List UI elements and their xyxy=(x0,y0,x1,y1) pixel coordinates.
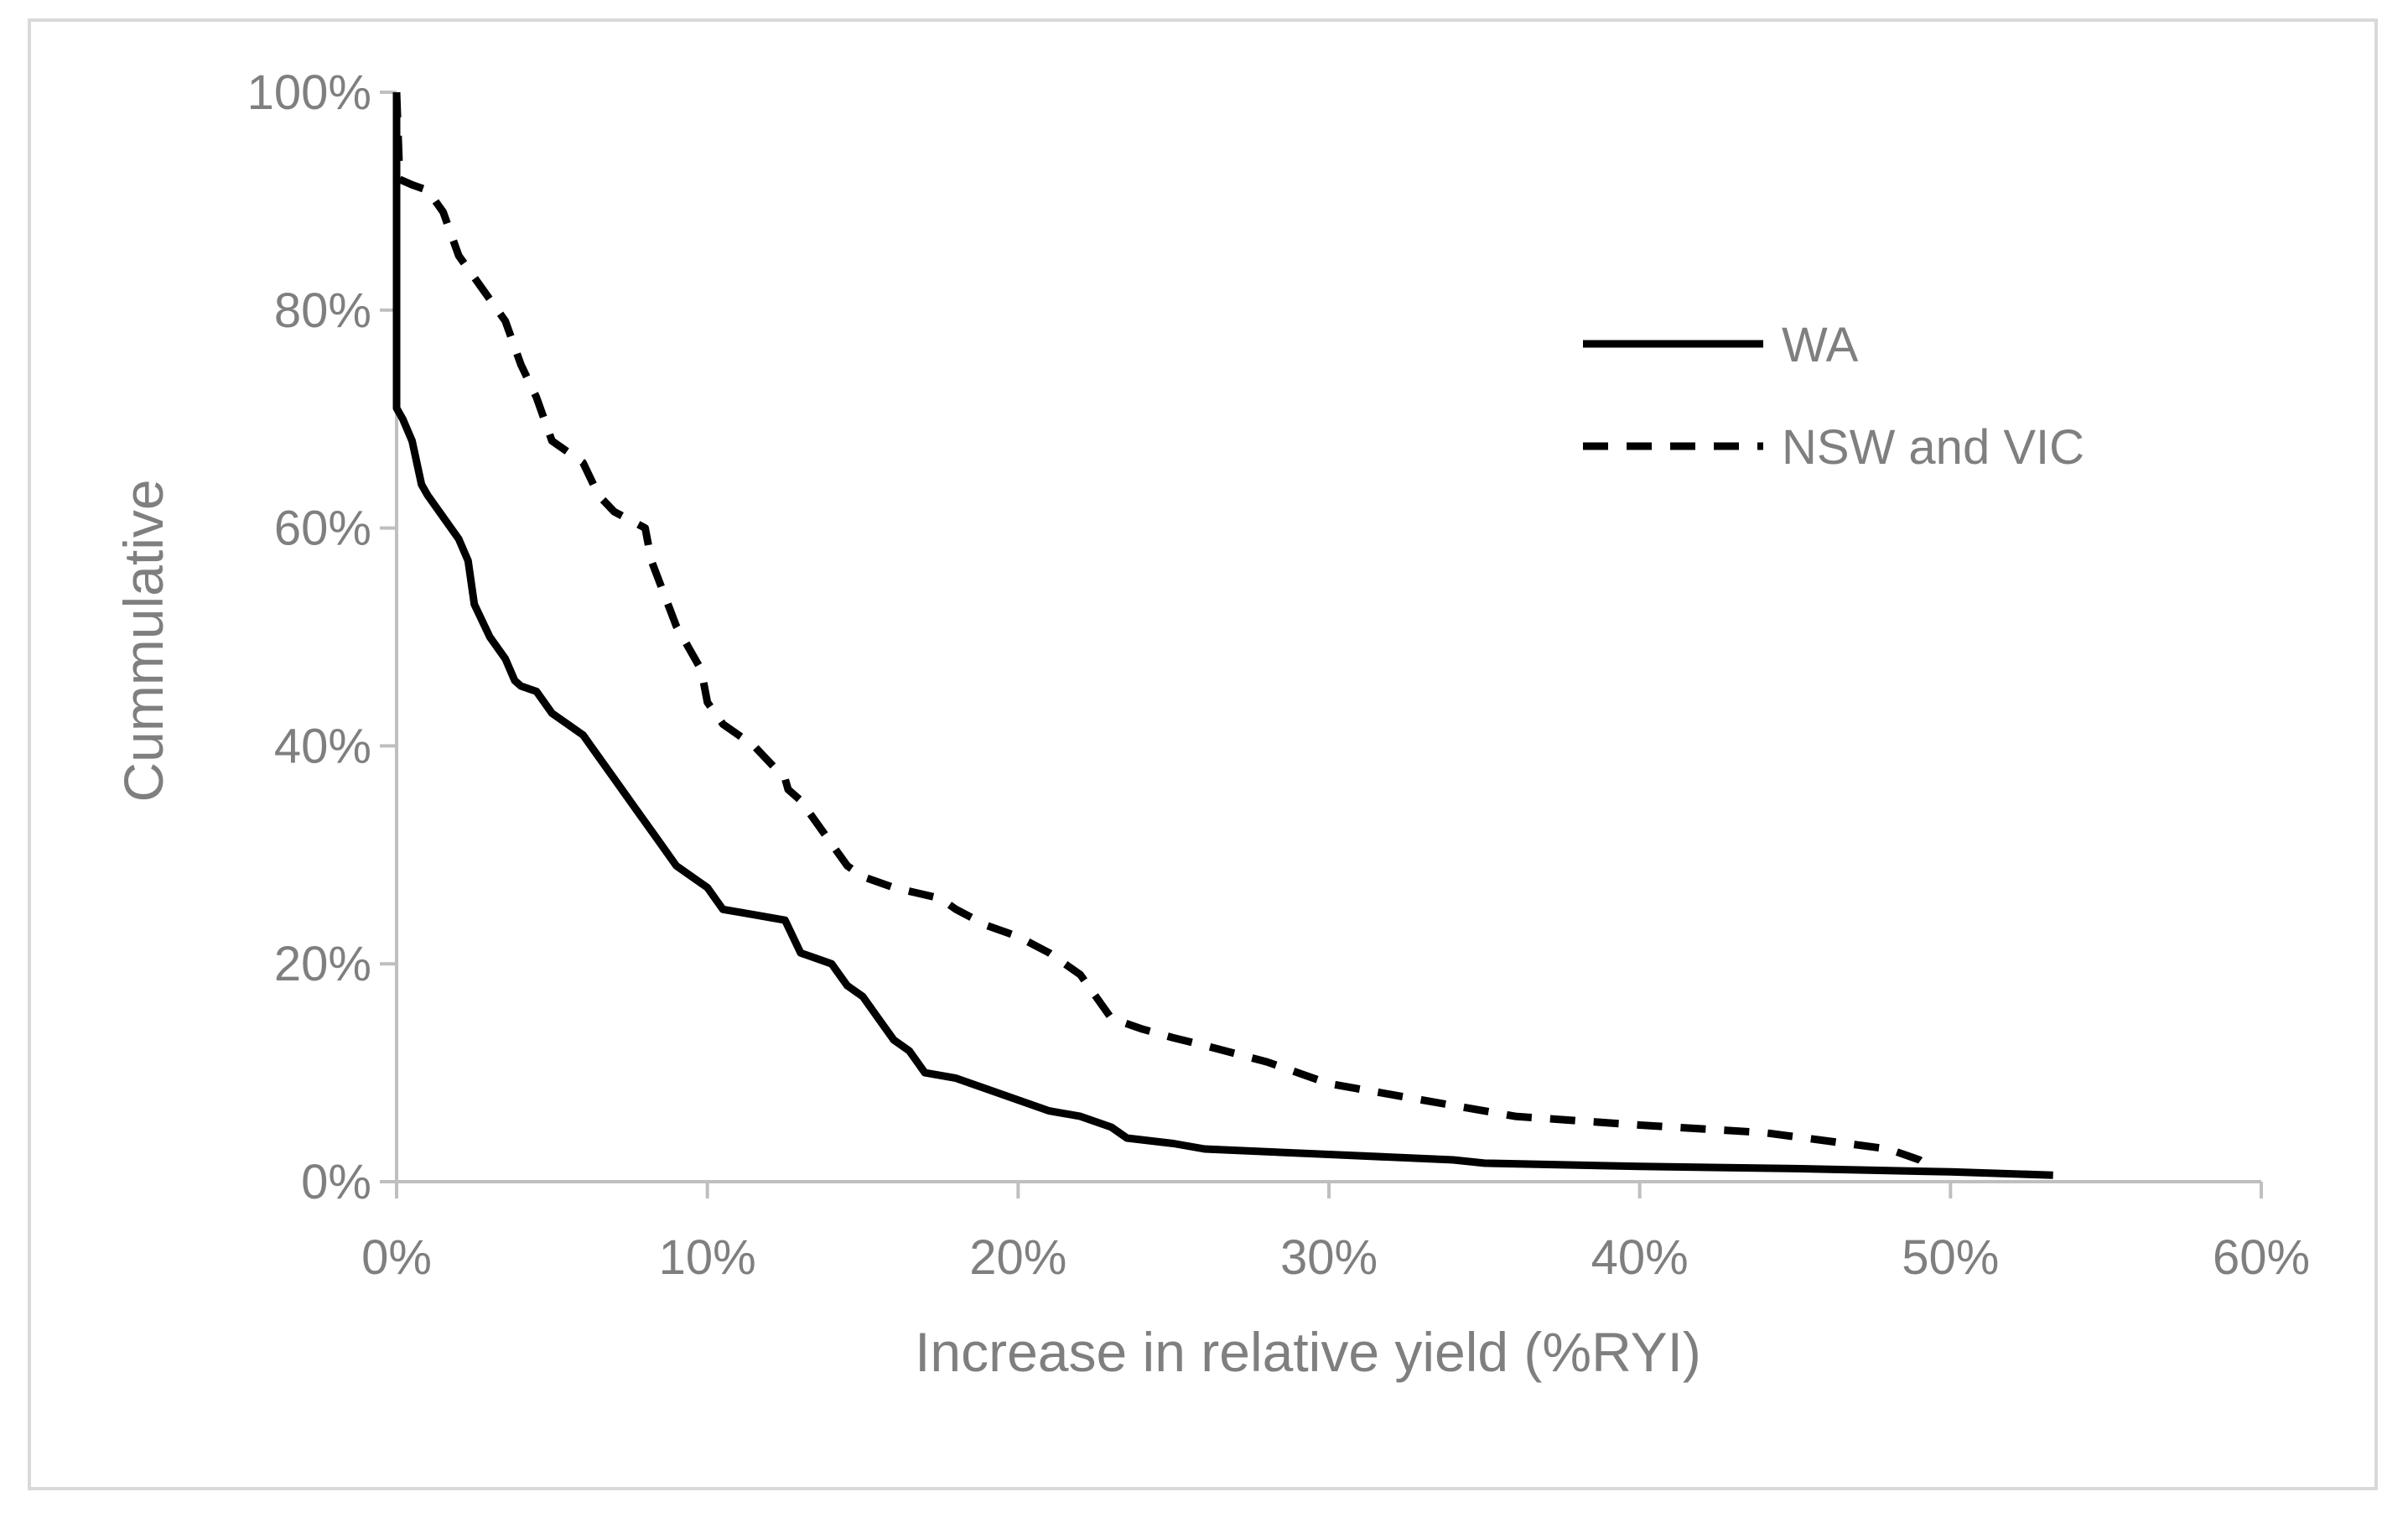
series-line-nsw-and-vic xyxy=(392,91,1938,1174)
y-tick-label: 20% xyxy=(274,937,371,991)
y-tick-label: 40% xyxy=(274,719,371,773)
legend-label-nsw-and-vic: NSW and VIC xyxy=(1782,420,2084,475)
x-tick-label: 20% xyxy=(969,1230,1066,1285)
series-line-wa xyxy=(392,92,2053,1179)
series-layer xyxy=(392,91,2053,1179)
y-axis-title: Cummulative xyxy=(112,479,174,802)
x-tick-label: 10% xyxy=(659,1230,756,1285)
x-tick-label: 0% xyxy=(361,1230,432,1285)
x-tick-label: 30% xyxy=(1280,1230,1378,1285)
y-tick-label: 0% xyxy=(301,1155,371,1209)
x-tick-label: 40% xyxy=(1591,1230,1689,1285)
x-tick-label: 50% xyxy=(1902,1230,1999,1285)
y-tick-label: 100% xyxy=(247,65,371,120)
axes xyxy=(380,91,2263,1198)
y-tick-labels: 0% 20% 40% 60% 80% 100% xyxy=(247,65,371,1209)
x-tick-labels: 0% 10% 20% 30% 40% 50% 60% xyxy=(361,1230,2310,1285)
chart-frame xyxy=(28,18,2378,1490)
y-tick-label: 80% xyxy=(274,283,371,338)
y-tick-label: 60% xyxy=(274,502,371,556)
legend-label-wa: WA xyxy=(1782,318,1859,372)
x-tick-label: 60% xyxy=(2213,1230,2310,1285)
legend: WA NSW and VIC xyxy=(1583,318,2084,475)
x-axis-title: Increase in relative yield (%RYI) xyxy=(915,1321,1701,1383)
